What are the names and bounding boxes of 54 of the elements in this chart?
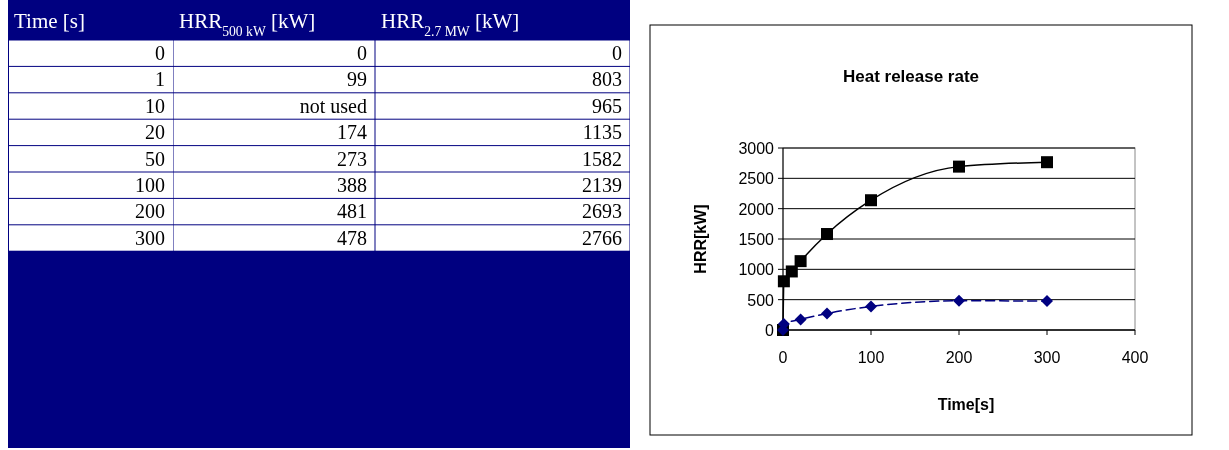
data-label: 273	[337, 147, 367, 170]
point	[777, 275, 790, 288]
series-label: HRR$_{2.7 MW}$ [kW]	[381, 9, 520, 39]
category-label: 200	[135, 200, 165, 223]
x-tick-label: 200	[945, 349, 973, 366]
data-label: 1582	[582, 147, 622, 170]
data-label: 478	[337, 226, 367, 249]
y-tick-label: 1500	[738, 231, 775, 248]
category-label: 10	[145, 94, 165, 117]
data-label: 0	[357, 42, 367, 64]
data-label: not used	[299, 94, 367, 117]
data-label: 1135	[582, 121, 622, 144]
point	[865, 194, 877, 207]
category-label: 20	[145, 121, 165, 144]
x-tick-label: 300	[1033, 349, 1061, 366]
x-tick-label: 0	[778, 349, 788, 366]
data-label: 388	[337, 174, 367, 196]
point	[865, 300, 877, 313]
text: Time [s]	[14, 9, 85, 33]
point	[785, 265, 798, 278]
data-label: 2139	[582, 174, 622, 196]
y-tick-label: 0	[765, 322, 775, 339]
data-label: 481	[337, 200, 367, 223]
data-label: 803	[592, 68, 622, 91]
point	[1041, 156, 1053, 169]
y-tick-label: 2000	[738, 200, 775, 218]
point	[821, 228, 833, 241]
data-label: 2693	[582, 200, 622, 223]
point	[794, 255, 807, 268]
x-axis-title: Time[s]	[937, 396, 995, 413]
category-label: 100	[135, 174, 165, 196]
y-tick-label: 2500	[738, 170, 775, 188]
data-label: 174	[337, 121, 367, 144]
data-label: 965	[592, 94, 622, 117]
category-label: 50	[145, 147, 165, 170]
y-axis-title: HRR[kW]	[692, 204, 709, 274]
point	[953, 294, 965, 307]
category-label: 300	[135, 226, 165, 249]
point	[821, 307, 833, 320]
point	[953, 160, 965, 173]
series-label: HRR$_{500 kW}$ [kW]	[179, 9, 316, 39]
data-label: 2766	[582, 226, 622, 249]
data-label: 0	[612, 42, 622, 64]
point	[794, 313, 807, 326]
x-tick-label: 100	[857, 349, 885, 366]
y-tick-label: 3000	[738, 140, 775, 157]
y-tick-label: 500	[747, 291, 775, 309]
category-label: 0	[155, 42, 165, 64]
data-label: 99	[347, 68, 367, 91]
chart-title: Heat release rate	[842, 67, 980, 86]
point	[1041, 295, 1053, 307]
y-tick-label: 1000	[738, 261, 775, 279]
category-label: 1	[155, 68, 165, 91]
x-tick-label: 400	[1121, 349, 1149, 366]
